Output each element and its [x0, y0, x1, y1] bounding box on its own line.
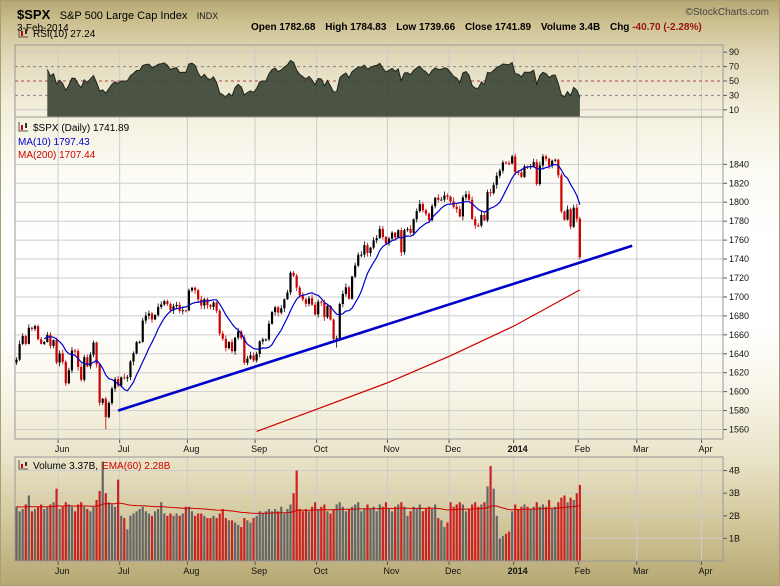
svg-text:50: 50 [729, 76, 739, 86]
stat-value: 1782.68 [279, 22, 316, 33]
svg-text:1840: 1840 [729, 159, 749, 169]
svg-text:90: 90 [729, 47, 739, 57]
chart-date: 3-Feb-2014 [17, 23, 69, 34]
svg-text:1640: 1640 [729, 349, 749, 359]
rsi-series [46, 59, 581, 117]
svg-text:Aug: Aug [183, 444, 199, 454]
svg-text:Oct: Oct [314, 566, 329, 576]
price-legend: $SPX (Daily) 1741.89 MA(10) 1797.43 MA(2… [18, 122, 129, 162]
svg-text:Nov: Nov [383, 566, 400, 576]
svg-text:1780: 1780 [729, 216, 749, 226]
exchange-label: INDX [196, 11, 219, 21]
panel-borders [14, 44, 724, 562]
mini-chart-icon [18, 28, 29, 41]
ticker-symbol: $SPX [17, 7, 51, 22]
rsi-legend-text: RSI(10) 27.24 [33, 29, 96, 40]
volume-ema-legend: EMA(60) 2.28B [102, 461, 171, 472]
price-legend-symbol: $SPX (Daily) 1741.89 [33, 123, 130, 134]
svg-text:1700: 1700 [729, 292, 749, 302]
stat-value: 1741.89 [494, 22, 532, 33]
mini-chart-icon [18, 122, 29, 136]
stat-value: 1739.66 [419, 22, 456, 33]
volume-legend-text: Volume 3.37B, [33, 461, 99, 472]
volume-legend: Volume 3.37B, EMA(60) 2.28B [18, 460, 170, 473]
svg-text:Dec: Dec [445, 444, 462, 454]
volume-bars [15, 461, 581, 561]
svg-text:Sep: Sep [251, 566, 267, 576]
svg-text:2B: 2B [729, 511, 740, 521]
ma10-line [43, 163, 581, 392]
support-trendline [117, 244, 633, 412]
mini-chart-icon [18, 460, 29, 473]
svg-text:70: 70 [729, 62, 739, 72]
stat-label: Open [251, 22, 277, 33]
stat-label: Low [396, 22, 417, 33]
svg-text:Feb: Feb [575, 444, 591, 454]
svg-text:Oct: Oct [314, 444, 329, 454]
svg-text:1620: 1620 [729, 368, 749, 378]
svg-text:2014: 2014 [508, 566, 528, 576]
svg-text:1760: 1760 [729, 235, 749, 245]
svg-text:1680: 1680 [729, 311, 749, 321]
svg-text:4B: 4B [729, 466, 740, 476]
svg-text:1560: 1560 [729, 425, 749, 435]
ohlc-stats-row: Open 1782.68 High 1784.83 Low 1739.66 Cl… [251, 22, 709, 33]
svg-text:1720: 1720 [729, 273, 749, 283]
stat-change: Chg -40.70 (-2.28%) [610, 22, 702, 33]
gridlines-and-axis-labels: 1840 1820 1800 1780 1760 1740 1720 1700 1680 1660… [15, 47, 749, 543]
svg-text:Jun: Jun [55, 566, 70, 576]
svg-text:1600: 1600 [729, 387, 749, 397]
stat-label: Close [464, 22, 493, 33]
stat-value: -40.70 (-2.28%) [632, 22, 702, 33]
ma10-legend: MA(10) 1797.43 [18, 137, 90, 148]
svg-text:1580: 1580 [729, 406, 749, 416]
svg-text:Apr: Apr [698, 444, 712, 454]
volume-ema-line [16, 502, 581, 514]
svg-text:1B: 1B [729, 533, 740, 543]
svg-text:Aug: Aug [183, 566, 199, 576]
svg-text:Dec: Dec [445, 566, 462, 576]
svg-text:1740: 1740 [729, 254, 749, 264]
stat-label: Chg [609, 22, 630, 33]
stockcharts-credit: ©StockCharts.com [685, 7, 769, 18]
svg-text:Jun: Jun [55, 444, 70, 454]
svg-text:Apr: Apr [698, 566, 712, 576]
svg-text:1800: 1800 [729, 197, 749, 207]
svg-text:Sep: Sep [251, 444, 267, 454]
stat-label: High [325, 22, 348, 33]
price-legend-symbol-row: $SPX (Daily) 1741.89 [18, 122, 129, 136]
svg-text:Mar: Mar [633, 444, 649, 454]
stat-value: 1784.83 [350, 22, 387, 33]
month-gridlines [57, 45, 702, 565]
svg-text:2014: 2014 [508, 444, 528, 454]
svg-text:1660: 1660 [729, 330, 749, 340]
rsi-legend: RSI(10) 27.24 [18, 28, 95, 41]
stat-volume: Volume 3.4B [541, 22, 600, 33]
month-labels: Jun Jul Aug Sep Oct Nov Dec 2014 Feb Mar Apr Jun Jul… [55, 444, 713, 576]
candlestick-series [15, 153, 581, 430]
svg-text:Feb: Feb [575, 566, 591, 576]
stat-close: Close 1741.89 [465, 22, 531, 33]
stat-label: Volume [540, 22, 577, 33]
stat-value: 3.4B [579, 22, 601, 33]
svg-text:10: 10 [729, 105, 739, 115]
svg-text:3B: 3B [729, 488, 740, 498]
svg-text:Mar: Mar [633, 566, 649, 576]
index-name: S&P 500 Large Cap Index [59, 10, 188, 22]
svg-text:Nov: Nov [383, 444, 400, 454]
svg-text:1820: 1820 [729, 178, 749, 188]
stat-low: Low 1739.66 [396, 22, 455, 33]
svg-text:Jul: Jul [118, 444, 130, 454]
svg-text:30: 30 [729, 90, 739, 100]
stat-open: Open 1782.68 [251, 22, 316, 33]
stat-high: High 1784.83 [325, 22, 386, 33]
ma200-legend: MA(200) 1707.44 [18, 150, 96, 161]
ma200-line [256, 289, 581, 432]
chart-header: $SPX S&P 500 Large Cap Index INDX [17, 6, 218, 24]
svg-text:Jul: Jul [118, 566, 130, 576]
